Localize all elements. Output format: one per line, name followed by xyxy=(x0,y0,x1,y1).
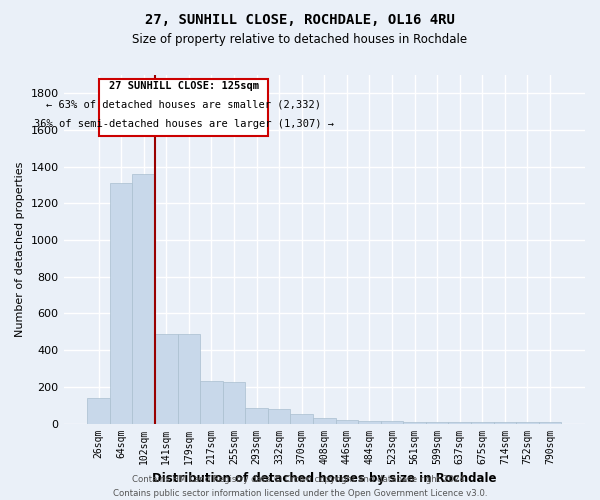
Bar xyxy=(448,422,471,424)
Text: 27 SUNHILL CLOSE: 125sqm: 27 SUNHILL CLOSE: 125sqm xyxy=(109,81,259,91)
Bar xyxy=(358,421,381,424)
Bar xyxy=(516,422,539,424)
Bar xyxy=(494,422,516,424)
Bar xyxy=(539,422,561,424)
Bar xyxy=(381,421,403,424)
FancyBboxPatch shape xyxy=(100,78,268,136)
Bar xyxy=(245,408,268,424)
Bar xyxy=(403,422,426,424)
Text: Contains HM Land Registry data © Crown copyright and database right 2024.
Contai: Contains HM Land Registry data © Crown c… xyxy=(113,476,487,498)
Bar xyxy=(471,422,494,424)
Bar xyxy=(268,409,290,424)
Text: ← 63% of detached houses are smaller (2,332): ← 63% of detached houses are smaller (2,… xyxy=(46,100,321,110)
Bar xyxy=(110,183,133,424)
Bar xyxy=(313,418,335,424)
Bar xyxy=(155,334,178,424)
Bar xyxy=(87,398,110,423)
Bar xyxy=(178,334,200,424)
Y-axis label: Number of detached properties: Number of detached properties xyxy=(15,162,25,337)
Bar xyxy=(426,422,448,424)
Bar xyxy=(200,382,223,424)
Text: Size of property relative to detached houses in Rochdale: Size of property relative to detached ho… xyxy=(133,32,467,46)
X-axis label: Distribution of detached houses by size in Rochdale: Distribution of detached houses by size … xyxy=(152,472,497,485)
Bar xyxy=(290,414,313,424)
Text: 27, SUNHILL CLOSE, ROCHDALE, OL16 4RU: 27, SUNHILL CLOSE, ROCHDALE, OL16 4RU xyxy=(145,12,455,26)
Bar xyxy=(223,382,245,424)
Text: 36% of semi-detached houses are larger (1,307) →: 36% of semi-detached houses are larger (… xyxy=(34,118,334,128)
Bar xyxy=(133,174,155,424)
Bar xyxy=(335,420,358,424)
